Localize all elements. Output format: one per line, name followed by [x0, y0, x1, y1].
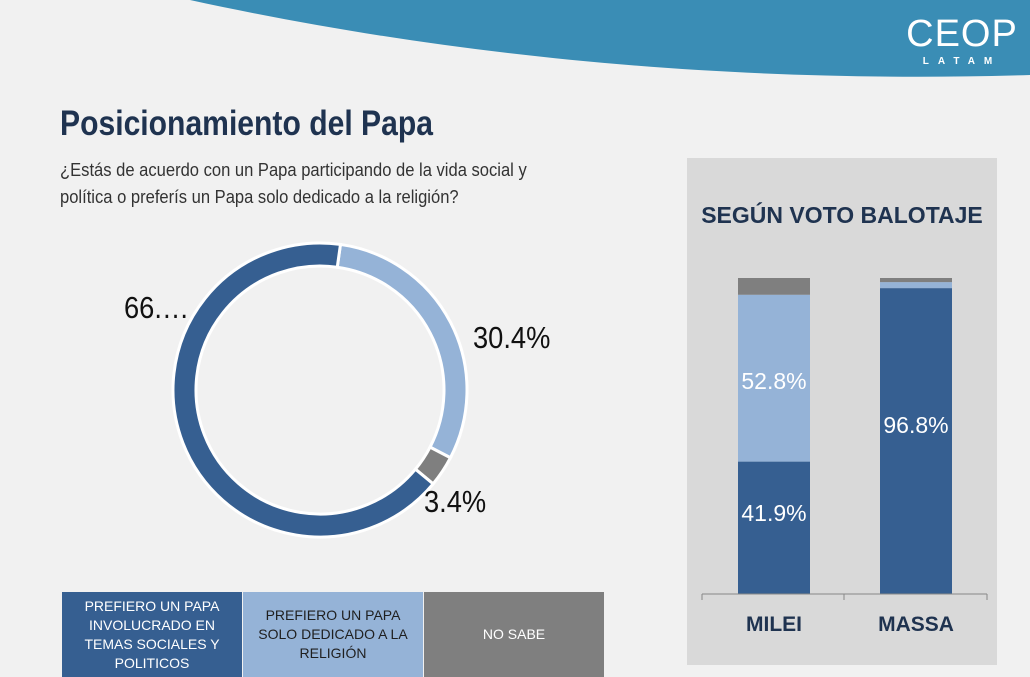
logo-name: CEOP — [906, 13, 1018, 55]
page-title: Posicionamiento del Papa — [60, 104, 434, 143]
bar-label-milei-involved: 41.9% — [741, 500, 807, 526]
category-milei: MILEI — [746, 613, 802, 636]
question: ¿Estás de acuerdo con un Papa participan… — [60, 160, 527, 207]
bar-massa-religion — [880, 282, 952, 289]
header-wave — [190, 0, 1030, 77]
legend-nosabe: NO SABE — [424, 592, 604, 677]
donut-slice-involved — [171, 241, 436, 539]
legend-involved: PREFIERO UN PAPA INVOLUCRADO EN TEMAS SO… — [62, 592, 242, 677]
bar-label-massa-involved: 96.8% — [883, 412, 949, 438]
donut-slice-religion — [335, 242, 469, 460]
bar-massa-nosabe — [880, 278, 952, 283]
donut-label-nosabe: 3.4% — [424, 484, 487, 519]
donut-label-involved: 66.… — [124, 290, 190, 325]
vote-panel: SEGÚN VOTO BALOTAJE 52.8% 41.9% 96.8% MI… — [687, 158, 997, 665]
panel-title: SEGÚN VOTO BALOTAJE — [701, 202, 983, 228]
bar-massa-involved — [880, 288, 952, 594]
category-massa: MASSA — [878, 613, 954, 636]
donut-chart — [171, 241, 469, 539]
bar-milei-nosabe — [738, 278, 810, 295]
x-axis — [701, 593, 988, 600]
bar-milei-involved — [738, 461, 810, 594]
stacked-bar-chart — [701, 278, 988, 600]
bar-label-milei-religion: 52.8% — [741, 368, 807, 394]
legend-religion: PREFIERO UN PAPA SOLO DEDICADO A LA RELI… — [243, 592, 423, 677]
ceop-logo: CEOP LATAM — [902, 14, 1022, 67]
logo-sub: LATAM — [922, 56, 1002, 67]
bar-milei-religion — [738, 294, 810, 462]
donut-label-religion: 30.4% — [473, 320, 551, 355]
